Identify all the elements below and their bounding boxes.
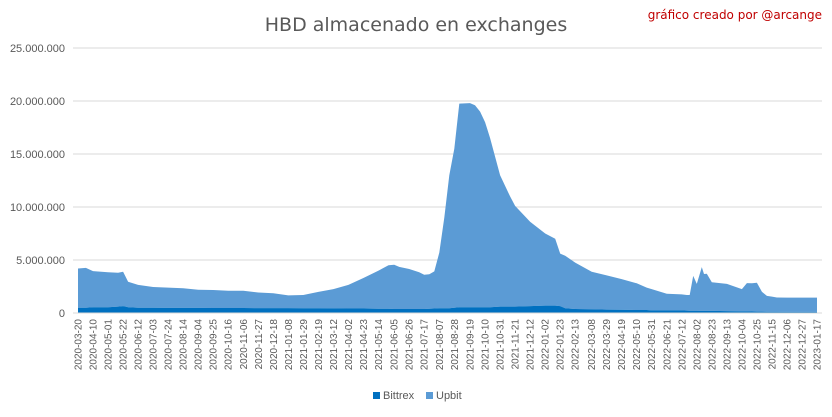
x-tick-label: 2022-07-12 (677, 319, 688, 371)
x-tick-label: 2021-06-26 (405, 319, 416, 371)
x-tick-label: 2021-09-19 (466, 319, 477, 371)
x-tick-label: 2021-08-07 (435, 319, 446, 371)
x-tick-label: 2021-01-08 (284, 319, 295, 371)
x-tick-label: 2020-07-24 (164, 319, 175, 371)
x-tick-label: 2020-09-25 (209, 319, 220, 371)
x-tick-label: 2021-04-23 (359, 319, 370, 371)
chart-title: HBD almacenado en exchanges (265, 14, 567, 36)
stacked-areas (78, 103, 817, 313)
y-tick-label: 5.000.000 (16, 255, 65, 267)
y-tick-label: 25.000.000 (10, 43, 65, 55)
x-tick-label: 2021-07-17 (420, 319, 431, 371)
bittrex-area (78, 305, 817, 313)
x-tick-label: 2020-11-27 (254, 319, 265, 370)
x-tick-label: 2022-05-10 (632, 319, 643, 371)
legend-swatch (426, 392, 433, 399)
legend-label: Upbit (436, 390, 462, 402)
x-tick-label: 2022-10-25 (752, 319, 763, 371)
x-tick-label: 2022-09-13 (722, 319, 733, 371)
x-tick-label: 2023-01-17 (813, 319, 824, 371)
x-tick-label: 2022-01-02 (541, 319, 552, 371)
x-tick-label: 2022-08-23 (707, 319, 718, 371)
x-tick-label: 2020-11-06 (239, 319, 250, 370)
x-tick-label: 2021-12-12 (526, 319, 537, 371)
x-tick-label: 2020-04-10 (89, 319, 100, 371)
x-tick-label: 2020-05-01 (104, 319, 115, 371)
x-tick-label: 2021-02-19 (314, 319, 325, 371)
x-tick-label: 2021-10-10 (481, 319, 492, 371)
y-gridlines (73, 47, 822, 261)
x-tick-label: 2022-02-13 (571, 319, 582, 371)
chart-credit: gráfico creado por @arcange (648, 8, 822, 22)
x-tick-label: 2022-12-27 (798, 319, 809, 371)
y-tick-label: 10.000.000 (10, 202, 65, 214)
x-tick-label: 2022-08-02 (692, 319, 703, 371)
x-tick-label: 2022-11-15 (767, 319, 778, 370)
x-tick-label: 2022-03-08 (587, 319, 598, 371)
x-tick-label: 2020-09-04 (194, 319, 205, 371)
x-tick-label: 2021-10-31 (496, 319, 507, 371)
x-tick-label: 2020-10-16 (224, 319, 235, 371)
x-tick-label: 2022-10-04 (737, 319, 748, 371)
y-tick-label: 20.000.000 (10, 96, 65, 108)
x-tick-label: 2020-03-20 (74, 319, 85, 371)
legend: Bittrex Upbit (373, 390, 462, 402)
x-tick-label: 2021-11-21 (511, 319, 522, 370)
x-tick-label: 2020-06-12 (134, 319, 145, 371)
legend-label: Bittrex (383, 390, 415, 402)
x-tick-label: 2021-05-14 (374, 319, 385, 371)
legend-swatch (373, 392, 380, 399)
x-tick-label: 2020-08-14 (179, 319, 190, 371)
x-tick-label: 2021-04-02 (344, 319, 355, 371)
upbit-area (78, 103, 817, 313)
x-tick-label: 2021-08-28 (450, 319, 461, 371)
x-tick-label: 2022-05-31 (647, 319, 658, 371)
x-tick-label: 2022-03-29 (602, 319, 613, 371)
x-tick-label: 2020-12-18 (269, 319, 280, 371)
x-tick-label: 2022-12-06 (783, 319, 794, 371)
x-tick-label: 2021-06-05 (390, 319, 401, 371)
x-tick-label: 2020-07-03 (149, 319, 160, 371)
y-tick-label: 15.000.000 (10, 149, 65, 161)
y-axis-labels: 0 5.000.000 10.000.000 15.000.000 20.000.000… (10, 43, 65, 320)
y-tick-label: 0 (59, 308, 65, 320)
x-axis-labels: 2020-03-20 2020-04-10 2020-05-01 2020-05-22… (74, 319, 824, 371)
x-tick-label: 2022-01-23 (556, 319, 567, 371)
x-tick-label: 2021-01-29 (299, 319, 310, 371)
x-tick-label: 2021-03-12 (329, 319, 340, 371)
x-tick-label: 2022-06-21 (662, 319, 673, 371)
x-tick-label: 2020-05-22 (119, 319, 130, 371)
x-tick-label: 2022-04-19 (617, 319, 628, 371)
